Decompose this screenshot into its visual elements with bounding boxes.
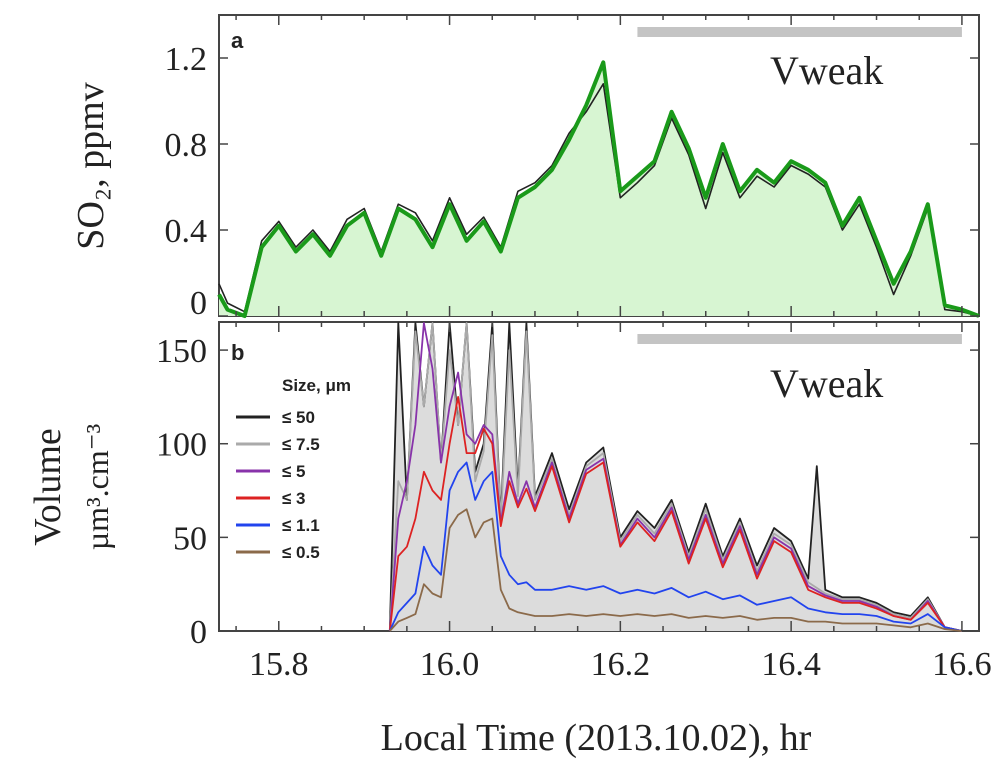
- legend-label: ≤ 3: [282, 489, 306, 508]
- panel-a-area: [219, 62, 979, 316]
- panel-a-y-tick-label: 0.4: [165, 213, 208, 250]
- panel-a-series-0-line: [218, 83, 980, 317]
- x-tick-label: 16.6: [932, 646, 992, 683]
- legend-title: Size, μm: [282, 376, 351, 395]
- legend-label: ≤ 5: [282, 462, 306, 481]
- panel-b-area-fill: [389, 323, 962, 631]
- panel-b-series-5-line: [389, 508, 962, 632]
- panel-a-y-tick-label: 0: [190, 285, 207, 322]
- x-tick-label: 16.4: [761, 646, 821, 683]
- x-tick-labels: 15.8 16.0 16.2 16.4 16.6: [249, 646, 992, 683]
- panel-a-label: a: [231, 28, 244, 53]
- x-tick-label: 16.0: [420, 646, 480, 683]
- panel-b-ylabel: Volume: [27, 428, 69, 546]
- panel-b-area: [389, 323, 962, 631]
- panel-a-y-ticks: 0 0.4 0.8 1.2: [165, 41, 979, 322]
- panel-b-series-4-line: [388, 461, 963, 632]
- panel-a-lines: [217, 60, 980, 318]
- panel-b-y-tick-label: 50: [173, 520, 207, 557]
- panel-a: 0 0.4 0.8 1.2 a Vweak SO₂, ppmv: [70, 14, 980, 322]
- panel-a-y-tick-label: 1.2: [165, 41, 208, 78]
- legend-label: ≤ 0.5: [282, 543, 320, 562]
- panel-b-series-2-line: [388, 322, 963, 632]
- x-axis-label: Local Time (2013.10.02), hr: [381, 717, 812, 759]
- legend-label: ≤ 7.5: [282, 435, 320, 454]
- panel-b-y-tick-label: 100: [156, 427, 207, 464]
- legend-label: ≤ 1.1: [282, 516, 320, 535]
- panel-a-annotation: Vweak: [770, 48, 883, 93]
- panel-a-area-fill: [219, 62, 979, 316]
- panel-b-y-tick-label: 150: [156, 333, 207, 370]
- panel-b-annotation: Vweak: [770, 361, 883, 406]
- panel-b-y-ticks: 0 50 100 150: [156, 333, 979, 651]
- x-tick-label: 15.8: [249, 646, 309, 683]
- panel-b-series-1-line: [388, 322, 963, 632]
- panel-a-y-tick-label: 0.8: [165, 127, 208, 164]
- legend-label: ≤ 50: [282, 408, 315, 427]
- panel-a-x-ticks: [235, 15, 963, 316]
- panel-a-ylabel: SO₂, ppmv: [70, 82, 112, 249]
- panel-b-y-tick-label: 0: [190, 614, 207, 651]
- panel-b-label: b: [231, 340, 244, 365]
- panel-b-lines: [388, 322, 963, 632]
- panel-b: 0 50 100 150 b Vweak Volume µm³.cm⁻³ Size, …: [27, 321, 980, 651]
- x-tick-label: 16.2: [591, 646, 651, 683]
- panel-b-series-3-line: [388, 395, 963, 632]
- panel-a-series-1-line: [217, 60, 980, 318]
- panel-b-ylabel-units: µm³.cm⁻³: [79, 424, 115, 551]
- panel-b-x-ticks: [235, 322, 963, 631]
- legend: Size, μm ≤ 50 ≤ 7.5 ≤ 5 ≤ 3 ≤ 1.1 ≤ 0.5: [236, 376, 351, 562]
